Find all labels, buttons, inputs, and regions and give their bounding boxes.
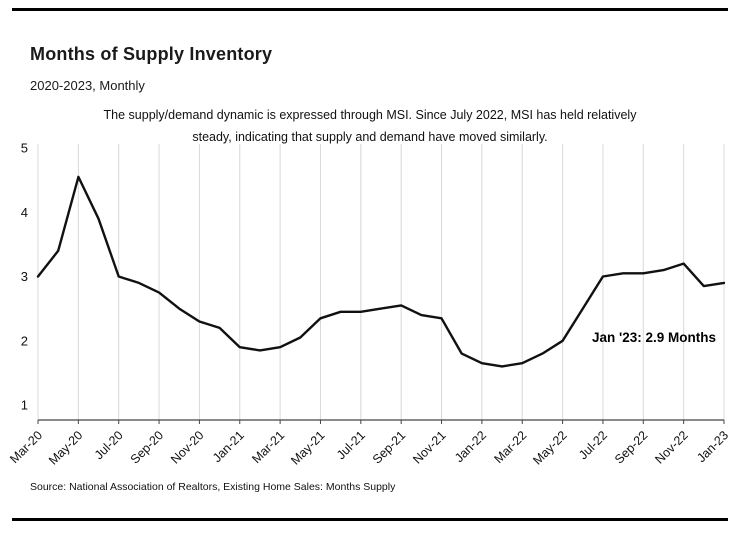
top-divider xyxy=(12,8,728,11)
y-axis-tick-label: 4 xyxy=(21,205,28,220)
x-axis-tick-label: Jan-23 xyxy=(694,428,731,465)
x-axis-tick-label: Jul-22 xyxy=(576,428,610,462)
x-axis-tick-label: Mar-22 xyxy=(491,428,529,466)
description-line-2: steady, indicating that supply and deman… xyxy=(192,130,548,144)
x-axis-tick-label: Sep-20 xyxy=(128,428,166,466)
x-axis-tick-label: Nov-21 xyxy=(410,428,448,466)
description-line-1: The supply/demand dynamic is expressed t… xyxy=(103,108,637,122)
x-axis-tick-label: May-22 xyxy=(530,428,569,467)
page-title: Months of Supply Inventory xyxy=(30,44,273,64)
x-axis-tick-label: Jul-20 xyxy=(92,428,126,462)
x-axis-tick-label: Sep-21 xyxy=(370,428,408,466)
y-axis-tick-label: 3 xyxy=(21,269,28,284)
chart-subtitle: 2020-2023, Monthly xyxy=(30,78,145,93)
y-axis-tick-label: 1 xyxy=(21,398,28,413)
x-axis-tick-label: Jan-22 xyxy=(452,428,489,465)
chart-description: The supply/demand dynamic is expressed t… xyxy=(0,104,740,148)
x-axis-tick-label: Sep-22 xyxy=(612,428,650,466)
x-axis-tick-label: Nov-20 xyxy=(168,428,206,466)
source-note: Source: National Association of Realtors… xyxy=(30,481,396,493)
x-axis-tick-label: Nov-22 xyxy=(652,428,690,466)
x-axis-tick-label: May-21 xyxy=(288,428,327,467)
bottom-divider xyxy=(12,518,728,521)
x-axis-tick-label: Jan-21 xyxy=(210,428,247,465)
x-axis-tick-label: May-20 xyxy=(46,428,85,467)
msi-line-chart: Mar-20 May-20 Jul-20 Sep-20 Nov-20 Jan-21 Mar-… xyxy=(7,141,731,468)
y-axis-tick-label: 5 xyxy=(21,141,28,156)
y-axis-tick-label: 2 xyxy=(21,333,28,348)
x-axis-tick-label: Mar-21 xyxy=(249,428,287,466)
x-axis-tick-label: Jul-21 xyxy=(334,428,368,462)
x-axis-tick-label: Mar-20 xyxy=(7,428,45,466)
msi-line xyxy=(36,175,726,368)
data-point-callout: Jan '23: 2.9 Months xyxy=(592,330,716,345)
